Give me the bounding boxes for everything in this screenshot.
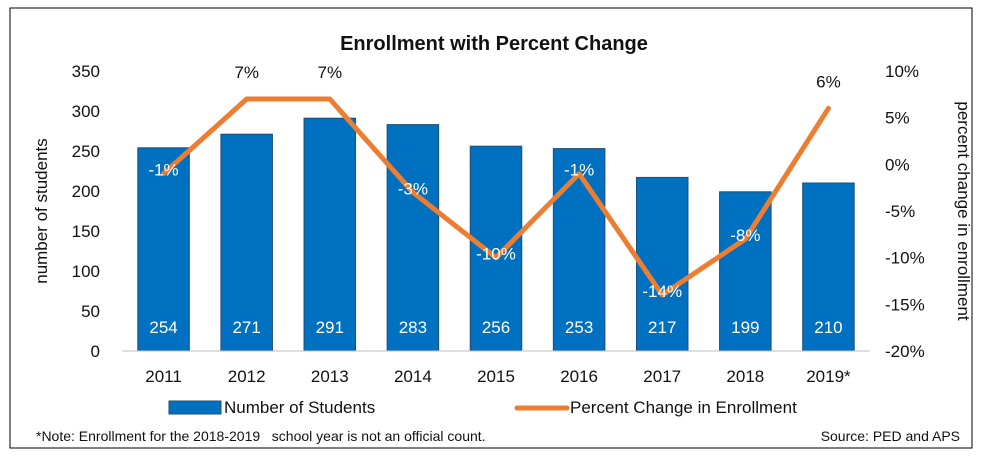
right-tick-label: -15% xyxy=(885,295,925,314)
line-value-label: -1% xyxy=(564,161,594,180)
line-value-label: -1% xyxy=(148,161,178,180)
left-tick-label: 100 xyxy=(72,262,100,281)
category-label: 2015 xyxy=(477,367,515,386)
right-tick-label: 0% xyxy=(885,155,910,174)
chart-title: Enrollment with Percent Change xyxy=(340,33,648,55)
line-value-label: 7% xyxy=(234,63,259,82)
category-label: 2011 xyxy=(145,367,182,386)
left-tick-label: 150 xyxy=(72,222,100,241)
line-value-label: -8% xyxy=(730,226,760,245)
y-axis-label: number of students xyxy=(32,138,51,284)
category-label: 2013 xyxy=(311,367,349,386)
source-note: Source: PED and APS xyxy=(821,428,960,444)
legend-swatch-bar xyxy=(169,401,221,414)
y2-axis-label: percent change in enrollment xyxy=(954,101,973,321)
left-tick-label: 350 xyxy=(72,62,100,81)
legend-label-line: Percent Change in Enrollment xyxy=(570,398,797,417)
category-labels: 2011 2012 2013 2014 2015 2016 2017 2018 2019* xyxy=(145,367,851,386)
left-tick-label: 300 xyxy=(72,102,100,121)
right-tick-label: 10% xyxy=(885,62,919,81)
bar-value-label: 254 xyxy=(149,318,177,337)
category-label: 2018 xyxy=(726,367,764,386)
bar-data-labels: 254 271 291 283 256 253 217 199 210 xyxy=(149,318,842,337)
line-value-label: -3% xyxy=(398,179,428,198)
bar-2013 xyxy=(304,118,356,351)
bar-value-label: 217 xyxy=(648,318,676,337)
category-label: 2016 xyxy=(560,367,598,386)
bar-value-label: 253 xyxy=(565,318,593,337)
bar-value-label: 291 xyxy=(316,318,344,337)
bar-value-label: 283 xyxy=(399,318,427,337)
category-label: 2017 xyxy=(643,367,681,386)
right-tick-label: -10% xyxy=(885,249,925,268)
right-tick-label: 5% xyxy=(885,109,910,128)
bar-value-label: 271 xyxy=(232,318,260,337)
left-tick-label: 250 xyxy=(72,142,100,161)
category-label: 2019* xyxy=(806,367,851,386)
bar-value-label: 199 xyxy=(731,318,759,337)
category-label: 2014 xyxy=(394,367,432,386)
line-value-label: 6% xyxy=(816,72,841,91)
line-value-label: 7% xyxy=(317,63,342,82)
right-tick-label: -20% xyxy=(885,342,925,361)
bar-value-label: 210 xyxy=(814,318,842,337)
line-value-label: -10% xyxy=(476,245,516,264)
line-value-label: -14% xyxy=(642,282,682,301)
legend-label-bar: Number of Students xyxy=(224,398,375,417)
footnote: *Note: Enrollment for the 2018-2019 scho… xyxy=(36,428,486,444)
bar-value-label: 256 xyxy=(482,318,510,337)
right-tick-label: -5% xyxy=(885,202,915,221)
left-tick-label: 0 xyxy=(91,342,100,361)
left-tick-label: 50 xyxy=(81,302,100,321)
left-tick-label: 200 xyxy=(72,182,100,201)
category-label: 2012 xyxy=(228,367,266,386)
